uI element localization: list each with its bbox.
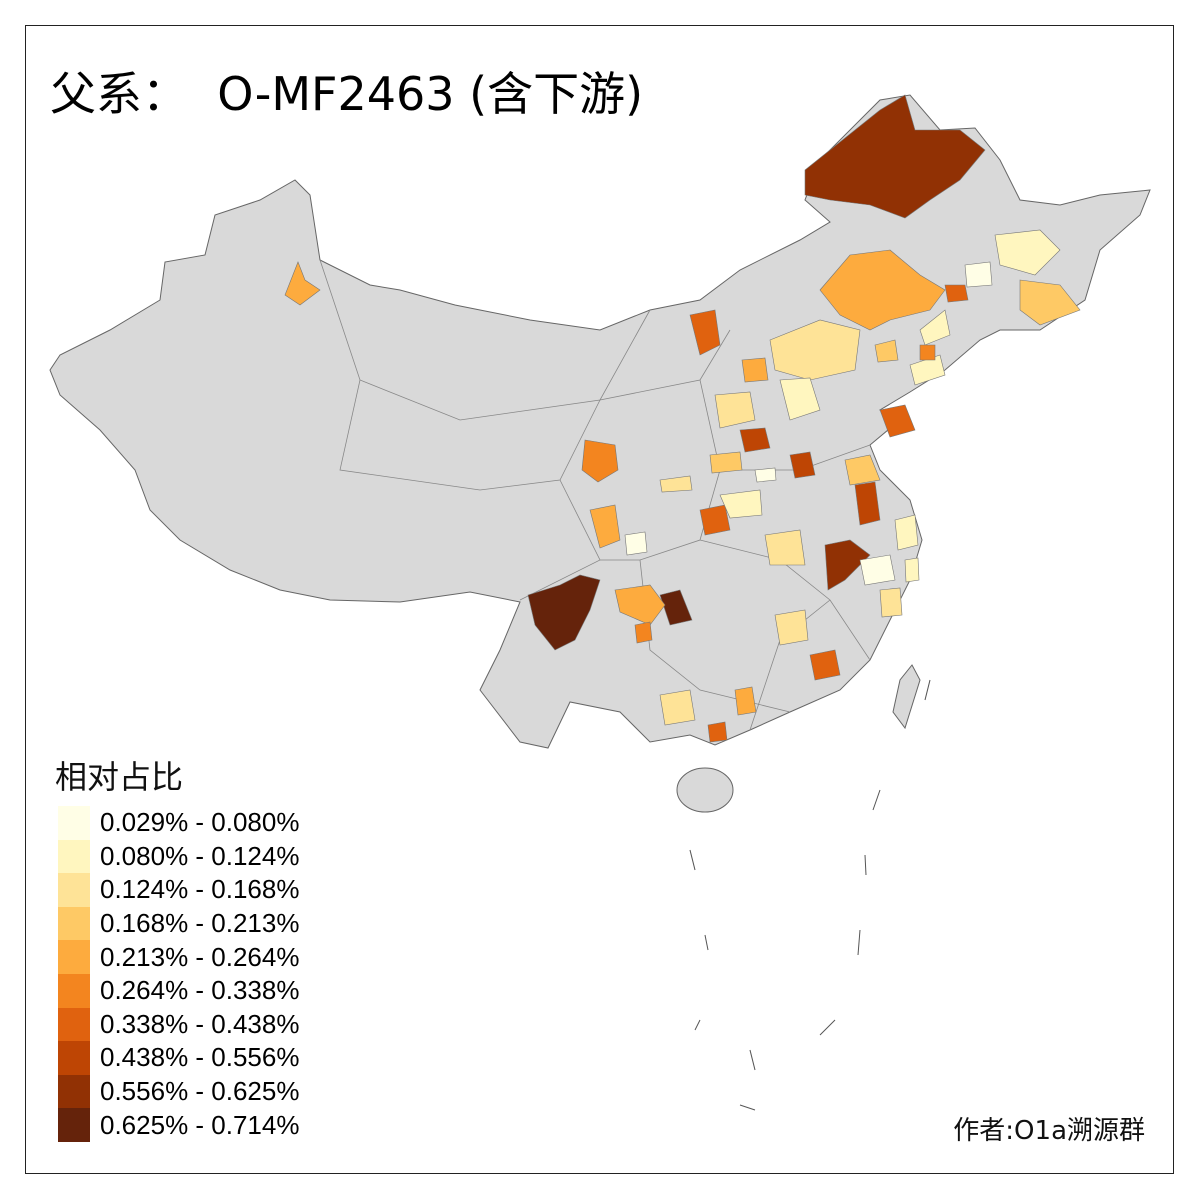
legend-swatch	[58, 1041, 90, 1075]
shaded-region	[754, 467, 777, 483]
shaded-region	[659, 589, 693, 626]
shaded-region	[894, 514, 919, 551]
legend-label: 0.556% - 0.625%	[100, 1076, 300, 1107]
shaded-region	[764, 529, 806, 566]
island-dash	[864, 854, 867, 876]
legend-item: 0.338% - 0.438%	[58, 1007, 300, 1042]
shaded-region	[581, 439, 619, 483]
legend: 0.029% - 0.080% 0.080% - 0.124% 0.124% -…	[58, 806, 299, 1142]
legend-label: 0.625% - 0.714%	[100, 1109, 300, 1140]
shaded-region	[944, 284, 969, 303]
shaded-region	[741, 357, 769, 383]
china-outline	[49, 94, 1151, 749]
shaded-region	[714, 391, 756, 429]
shaded-region	[769, 319, 861, 381]
legend-swatch	[58, 1108, 90, 1142]
shaded-region	[527, 574, 601, 651]
legend-swatch	[58, 940, 90, 974]
shaded-region	[634, 621, 653, 644]
shaded-region	[719, 489, 763, 519]
shaded-region	[819, 249, 946, 331]
shaded-region	[659, 689, 696, 726]
shaded-region	[779, 377, 821, 421]
province-border	[339, 379, 601, 491]
shaded-region	[739, 427, 771, 453]
legend-title: 相对占比	[55, 758, 184, 796]
legend-item: 0.213% - 0.264%	[58, 940, 299, 974]
legend-item: 0.264% - 0.338%	[58, 973, 300, 1008]
shaded-region	[919, 309, 951, 346]
shaded-region	[919, 344, 936, 361]
legend-swatch	[58, 839, 90, 874]
legend-item: 0.625% - 0.714%	[58, 1108, 299, 1142]
legend-swatch	[58, 1074, 90, 1109]
legend-label: 0.264% - 0.338%	[100, 975, 300, 1006]
shaded-region	[1019, 279, 1081, 326]
shaded-region	[844, 454, 881, 486]
legend-swatch	[58, 806, 90, 840]
legend-item: 0.556% - 0.625%	[58, 1074, 300, 1109]
shaded-region	[879, 587, 903, 618]
map-frame	[25, 25, 1174, 1174]
island-dash	[704, 934, 709, 951]
shaded-region	[964, 261, 993, 288]
shaded-region	[854, 481, 881, 526]
island-dash	[857, 929, 861, 956]
legend-label: 0.438% - 0.556%	[100, 1042, 300, 1073]
shaded-region	[804, 94, 986, 219]
island-dash	[872, 789, 881, 811]
legend-item: 0.080% - 0.124%	[58, 839, 300, 874]
shaded-region	[774, 609, 809, 646]
legend-label: 0.168% - 0.213%	[100, 908, 300, 939]
legend-label: 0.124% - 0.168%	[100, 874, 300, 905]
island-dash	[924, 679, 931, 701]
shaded-region	[699, 504, 731, 536]
legend-label: 0.338% - 0.438%	[100, 1008, 300, 1039]
shaded-region	[809, 649, 841, 681]
legend-label: 0.080% - 0.124%	[100, 840, 300, 871]
province-border	[319, 259, 651, 421]
legend-item: 0.438% - 0.556%	[58, 1041, 299, 1075]
province-border	[699, 539, 871, 661]
legend-swatch	[58, 1007, 90, 1042]
shaded-region	[879, 404, 916, 438]
taiwan-island	[892, 664, 921, 730]
author-credit: 作者:O1a溯源群	[953, 1116, 1145, 1146]
island-dash	[739, 1104, 756, 1111]
shaded-region	[734, 686, 757, 716]
shaded-region	[859, 554, 896, 586]
shaded-region	[709, 451, 743, 474]
shaded-region	[284, 261, 321, 306]
shaded-region	[624, 531, 648, 556]
island-dash	[749, 1049, 756, 1071]
hainan-island	[676, 767, 734, 813]
shaded-region	[689, 309, 721, 356]
legend-swatch	[58, 906, 90, 941]
island-dash	[819, 1019, 836, 1036]
legend-swatch	[58, 973, 90, 1008]
island-dash	[694, 1019, 701, 1031]
shaded-region	[874, 339, 899, 363]
legend-label: 0.029% - 0.080%	[100, 807, 300, 838]
shaded-region	[589, 504, 621, 549]
shaded-region	[659, 475, 693, 493]
legend-item: 0.124% - 0.168%	[58, 873, 299, 907]
shaded-region	[824, 539, 871, 591]
legend-item: 0.029% - 0.080%	[58, 806, 299, 840]
map-title: 父系： O-MF2463 (含下游)	[50, 67, 644, 121]
legend-swatch	[58, 873, 90, 907]
shaded-region	[904, 557, 920, 583]
shaded-region	[789, 451, 816, 479]
shaded-region	[994, 229, 1061, 276]
legend-label: 0.213% - 0.264%	[100, 941, 300, 972]
legend-item: 0.168% - 0.213%	[58, 906, 300, 941]
island-dash	[689, 849, 696, 871]
shaded-region	[707, 721, 728, 743]
shaded-region	[614, 584, 666, 626]
